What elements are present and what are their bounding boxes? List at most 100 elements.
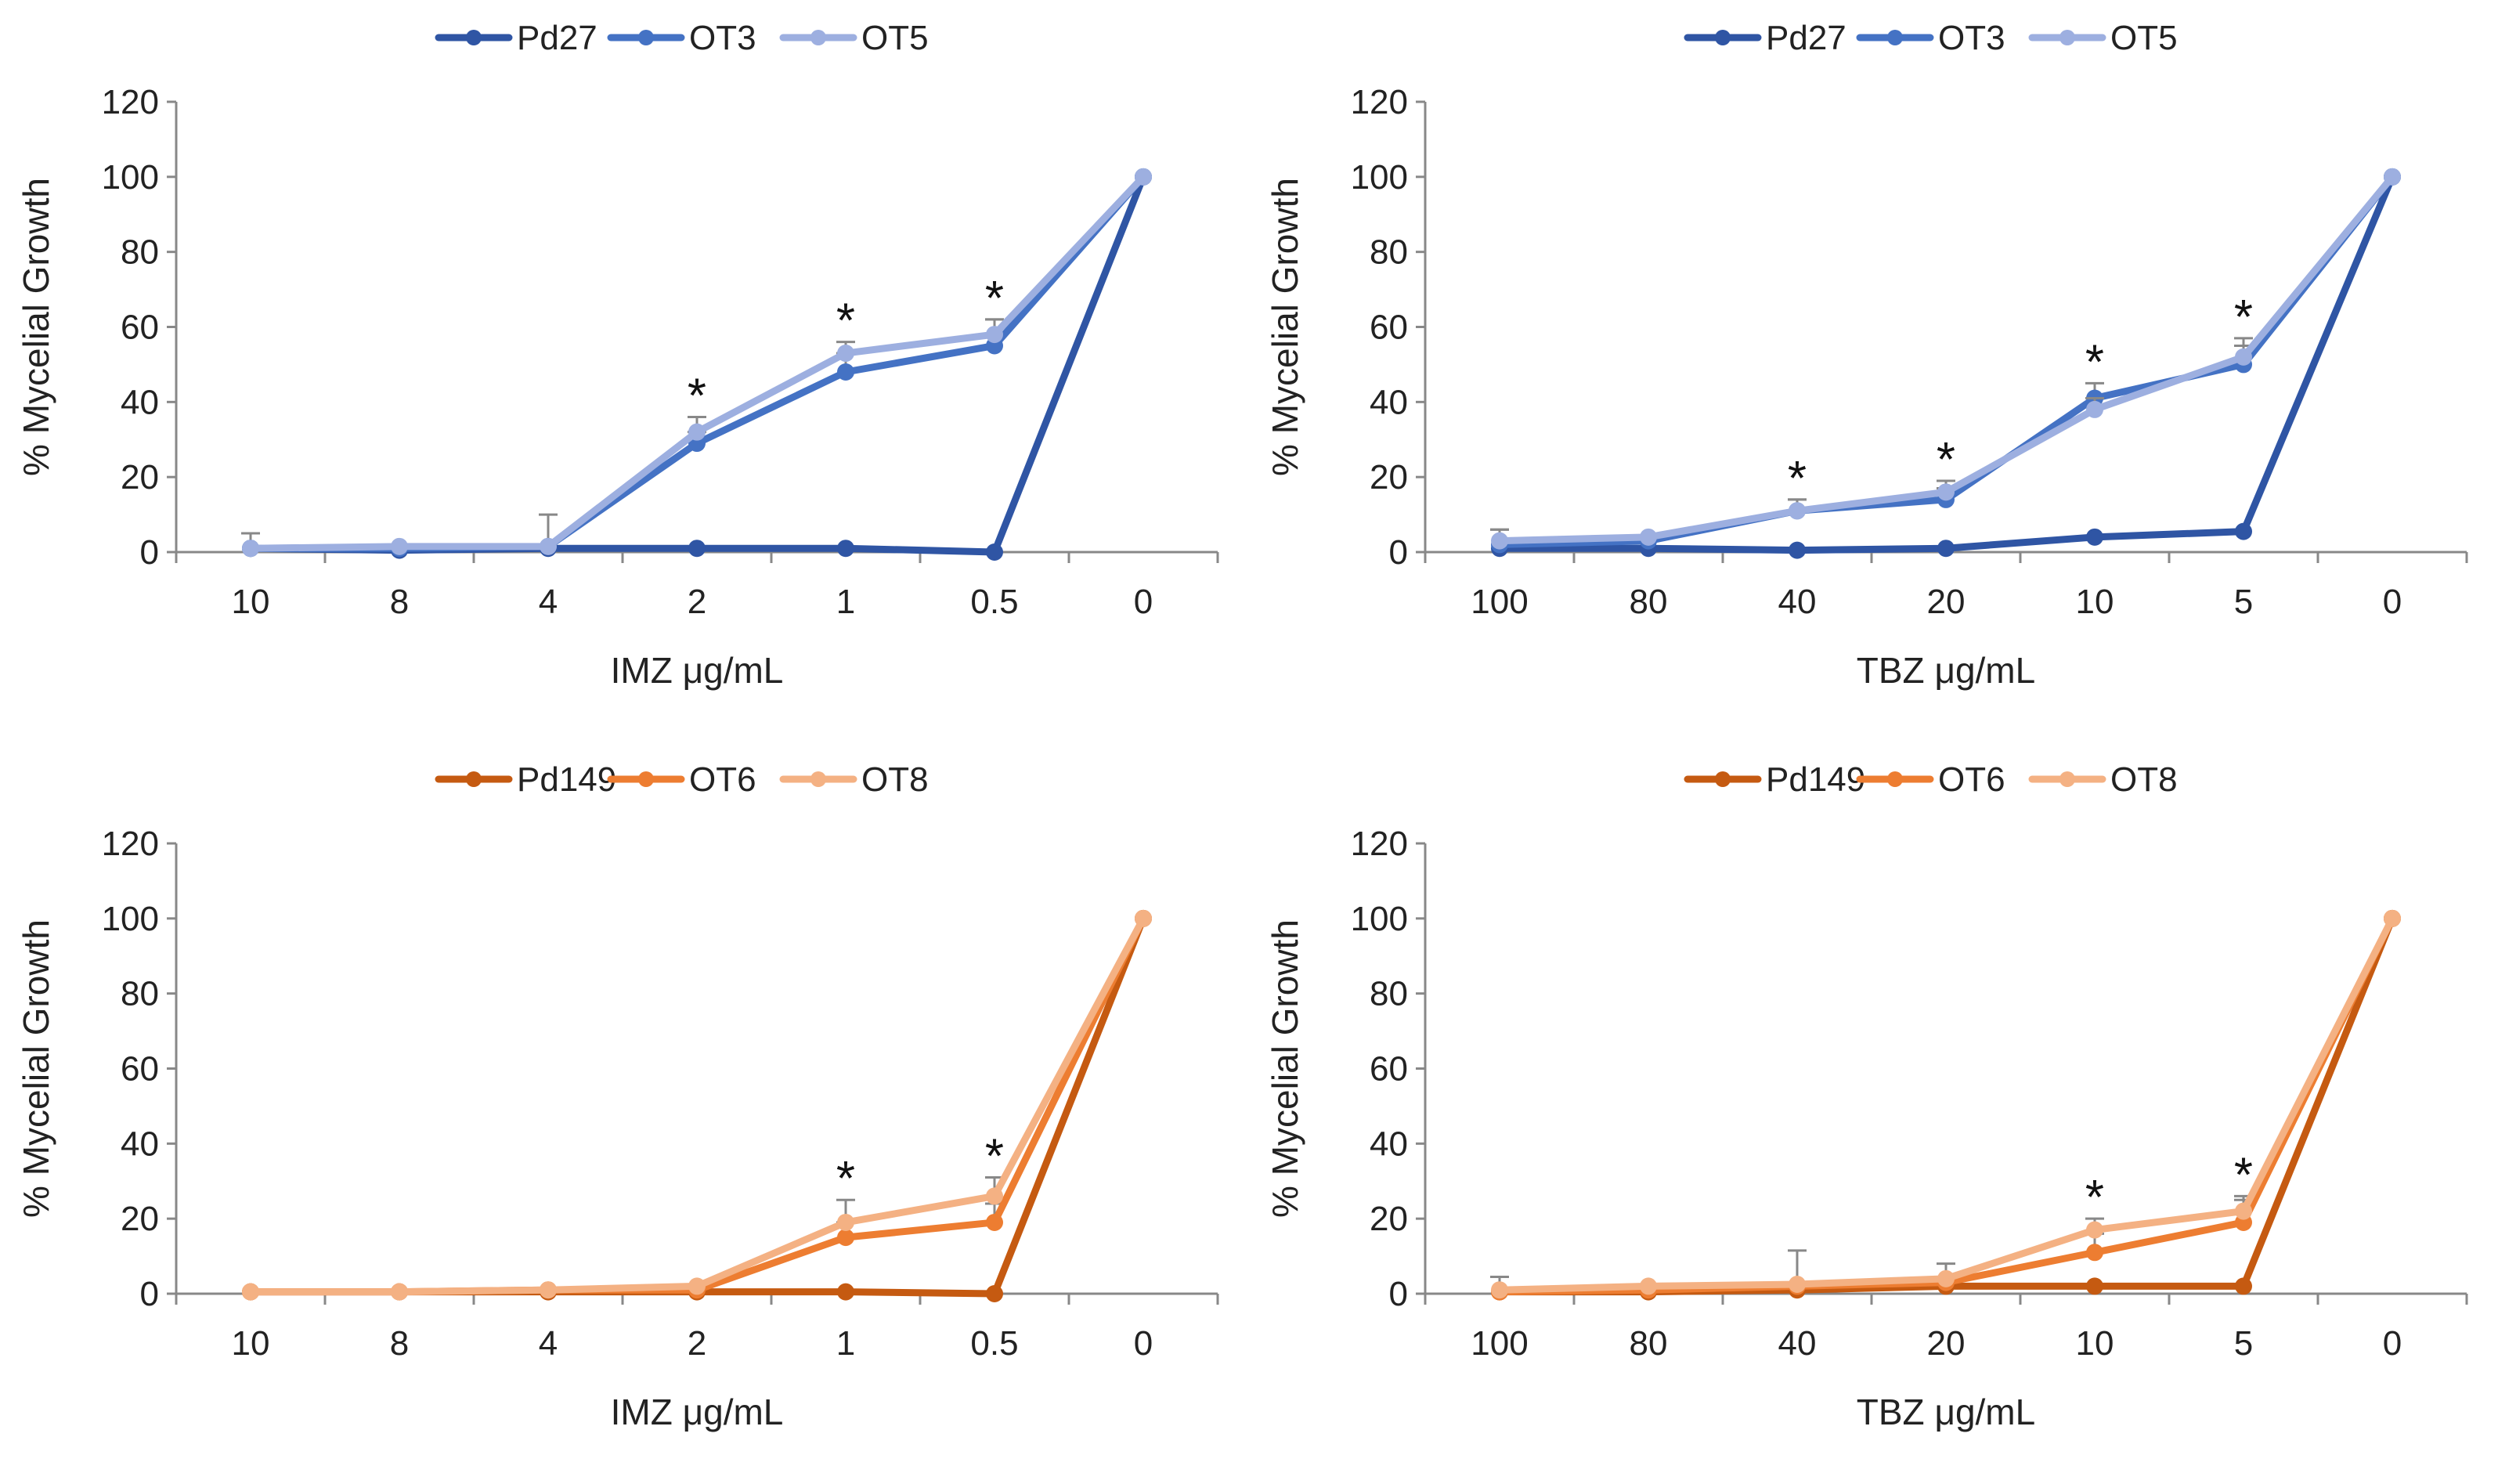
legend-marker-OT3 bbox=[638, 30, 654, 45]
legend-marker-OT6 bbox=[638, 771, 654, 787]
y-tick-label: 120 bbox=[1351, 825, 1408, 863]
chart-svg-blue-imz: 0 20 40 60 80 100 120 10 8 4 2 1 0.5 0 IMZ μg/mL % Myce… bbox=[16, 19, 1219, 691]
x-axis-title: IMZ μg/mL bbox=[611, 650, 784, 691]
x-tick-label: 8 bbox=[390, 1324, 409, 1363]
legend-label-OT6: OT6 bbox=[689, 760, 756, 799]
y-axis-title: % Mycelial Growth bbox=[1265, 919, 1305, 1218]
x-tick-label: 2 bbox=[688, 583, 706, 621]
data-point-OT5 bbox=[391, 537, 408, 555]
data-point-OT8 bbox=[242, 1283, 259, 1301]
significance-star: * bbox=[1937, 433, 1955, 487]
legend-marker-OT8 bbox=[810, 771, 826, 787]
legend-marker-Pd149 bbox=[1715, 771, 1731, 787]
chart-panel-orange-imz: 0 20 40 60 80 100 120 10 8 4 2 1 0.5 0 IMZ μg/mL % Myce… bbox=[0, 742, 1249, 1483]
data-point-OT5 bbox=[2384, 168, 2401, 186]
significance-star: * bbox=[836, 1152, 855, 1206]
y-tick-label: 100 bbox=[102, 900, 159, 938]
data-point-OT6 bbox=[986, 1213, 1003, 1231]
data-point-OT8 bbox=[688, 1277, 706, 1295]
legend-marker-Pd27 bbox=[466, 30, 482, 45]
x-tick-label: 10 bbox=[2076, 1324, 2114, 1363]
significance-star: * bbox=[836, 294, 855, 348]
series-line-Pd27 bbox=[247, 173, 1147, 556]
data-point-OT5 bbox=[2086, 400, 2103, 418]
data-point-OT3 bbox=[837, 363, 854, 381]
y-tick-label: 80 bbox=[121, 975, 159, 1013]
x-tick-label: 1 bbox=[836, 1324, 855, 1363]
chart-panel-blue-imz: 0 20 40 60 80 100 120 10 8 4 2 1 0.5 0 IMZ μg/mL % Myce… bbox=[0, 0, 1249, 742]
series-OT8 bbox=[1491, 909, 2401, 1299]
data-point-Pd149 bbox=[986, 1285, 1003, 1302]
series-line-OT5 bbox=[247, 173, 1147, 552]
y-tick-label: 100 bbox=[1351, 158, 1408, 197]
legend-label-Pd27: Pd27 bbox=[517, 19, 597, 57]
chart-svg-blue-tbz: 0 20 40 60 80 100 120 100 80 40 20 10 5 0 TBZ μg/mL % M… bbox=[1265, 19, 2468, 691]
y-tick-label: 120 bbox=[102, 83, 159, 121]
data-point-OT5 bbox=[1789, 502, 1806, 520]
x-tick-label: 20 bbox=[1927, 583, 1966, 621]
x-tick-label: 100 bbox=[1471, 583, 1528, 621]
data-point-OT8 bbox=[1491, 1281, 1508, 1299]
legend-label-Pd27: Pd27 bbox=[1766, 19, 1846, 57]
legend-label-OT5: OT5 bbox=[861, 19, 929, 57]
x-tick-label: 20 bbox=[1927, 1324, 1966, 1363]
x-tick-label: 10 bbox=[232, 1324, 270, 1363]
legend-marker-Pd27 bbox=[1715, 30, 1731, 45]
data-point-Pd27 bbox=[2086, 528, 2103, 546]
y-tick-label: 0 bbox=[140, 533, 159, 572]
y-tick-label: 0 bbox=[1389, 1275, 1408, 1313]
legend-label-OT8: OT8 bbox=[2110, 760, 2178, 799]
data-point-OT5 bbox=[986, 326, 1003, 344]
data-point-OT5 bbox=[688, 423, 706, 441]
x-tick-label: 40 bbox=[1778, 1324, 1817, 1363]
y-axis-title: % Mycelial Growth bbox=[16, 919, 56, 1218]
data-point-OT5 bbox=[1937, 483, 1955, 501]
data-point-OT5 bbox=[2235, 348, 2252, 366]
series-OT8 bbox=[242, 909, 1152, 1301]
x-tick-label: 0 bbox=[1134, 583, 1153, 621]
y-tick-label: 40 bbox=[1370, 383, 1408, 421]
x-tick-label: 10 bbox=[2076, 583, 2114, 621]
series-Pd27 bbox=[241, 168, 1152, 561]
y-tick-label: 20 bbox=[121, 1200, 159, 1238]
legend-marker-Pd149 bbox=[466, 771, 482, 787]
data-point-OT8 bbox=[2384, 909, 2401, 927]
significance-star: * bbox=[1788, 452, 1807, 506]
data-point-Pd27 bbox=[1789, 541, 1806, 559]
series-line-OT6 bbox=[247, 915, 1147, 1296]
y-tick-label: 20 bbox=[121, 458, 159, 496]
series-OT5 bbox=[1490, 168, 2401, 550]
data-point-OT6 bbox=[837, 1229, 854, 1247]
data-point-Pd27 bbox=[2235, 522, 2252, 540]
data-point-Pd149 bbox=[837, 1283, 854, 1301]
legend-label-OT3: OT3 bbox=[1938, 19, 2005, 57]
data-point-OT8 bbox=[1640, 1277, 1657, 1295]
x-tick-label: 80 bbox=[1630, 1324, 1668, 1363]
legend-marker-OT6 bbox=[1887, 771, 1903, 787]
data-point-OT5 bbox=[1135, 168, 1152, 186]
data-point-OT8 bbox=[1937, 1269, 1955, 1287]
x-tick-label: 0.5 bbox=[970, 1324, 1018, 1363]
series-OT5 bbox=[242, 168, 1152, 558]
y-tick-label: 120 bbox=[1351, 83, 1408, 121]
y-tick-label: 60 bbox=[121, 1050, 159, 1089]
data-point-OT8 bbox=[986, 1187, 1003, 1205]
x-axis-title: TBZ μg/mL bbox=[1857, 1392, 2035, 1432]
data-point-Pd27 bbox=[688, 540, 706, 558]
data-point-Pd27 bbox=[1937, 540, 1955, 558]
y-tick-label: 120 bbox=[102, 825, 159, 863]
series-line-OT8 bbox=[1496, 915, 2396, 1294]
legend-label-OT5: OT5 bbox=[2110, 19, 2178, 57]
x-tick-label: 2 bbox=[688, 1324, 706, 1363]
x-tick-label: 4 bbox=[539, 1324, 558, 1363]
legend-label-Pd149: Pd149 bbox=[1766, 760, 1865, 799]
significance-star: * bbox=[2234, 291, 2253, 345]
data-point-Pd27 bbox=[986, 543, 1003, 561]
data-point-OT5 bbox=[837, 345, 854, 363]
data-point-OT8 bbox=[837, 1213, 854, 1231]
series-line-Pd149 bbox=[1496, 915, 2396, 1296]
data-point-OT8 bbox=[1789, 1276, 1806, 1294]
x-tick-label: 10 bbox=[232, 583, 270, 621]
y-tick-label: 20 bbox=[1370, 1200, 1408, 1238]
x-tick-label: 40 bbox=[1778, 583, 1817, 621]
